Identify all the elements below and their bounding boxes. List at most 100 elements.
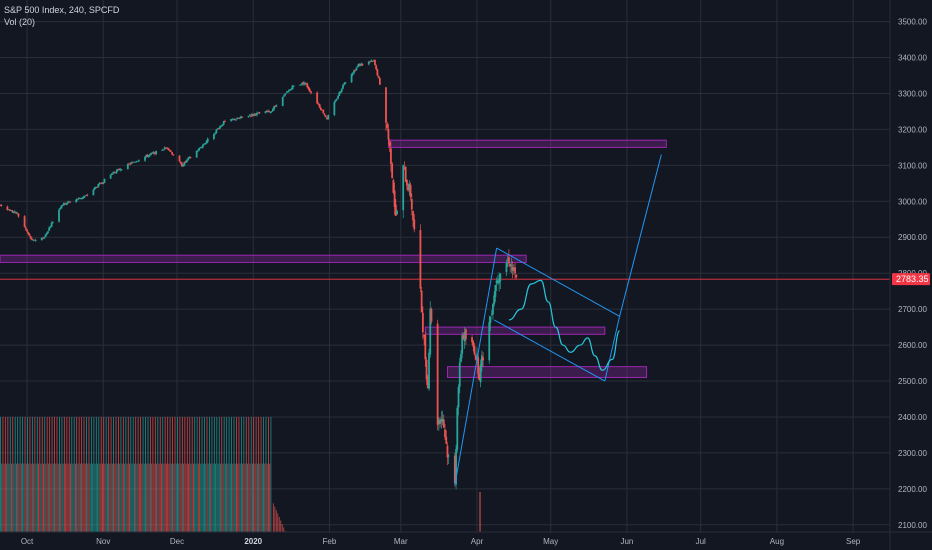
candle-body: [45, 232, 48, 235]
candle-body: [126, 163, 129, 170]
candle-body: [231, 119, 234, 121]
candle-body: [6, 206, 9, 210]
candle-body: [403, 167, 406, 169]
candle-body: [182, 165, 185, 167]
candle-body: [155, 150, 158, 155]
candle-body: [214, 132, 217, 134]
candle-body: [472, 341, 475, 347]
symbol-title[interactable]: S&P 500 Index, 240, SPCFD: [4, 5, 120, 15]
volume-bar: [177, 416, 178, 532]
time-axis[interactable]: Oct Nov Dec 2020 Feb Mar Apr May Jun Jul Aug Sep: [0, 531, 932, 546]
volume-bar: [86, 416, 87, 532]
candle-body: [24, 227, 27, 230]
candle-body: [272, 108, 274, 111]
projected-path[interactable]: [508, 279, 621, 371]
volume-bar: [73, 416, 75, 532]
price-tick-label: 3200.00: [898, 125, 927, 134]
candle-body: [200, 146, 203, 148]
volume-bar: [250, 416, 252, 532]
volume-bar: [227, 463, 229, 532]
volume-bar: [104, 463, 106, 532]
candle-body: [358, 63, 360, 66]
candle-body: [299, 84, 301, 86]
zones[interactable]: [0, 139, 667, 378]
candle-body: [33, 239, 36, 241]
volume-bar: [62, 463, 64, 532]
volume-bar: [118, 416, 119, 532]
volume-bar: [253, 416, 255, 532]
candle-body: [269, 111, 272, 113]
candle-body: [16, 213, 19, 215]
candle-body: [310, 91, 312, 93]
candle-body: [119, 169, 122, 171]
volume-bar: [49, 416, 51, 532]
candle-body: [478, 373, 481, 381]
candle-body: [136, 160, 139, 162]
volume-bar: [223, 416, 225, 532]
volume-bar: [154, 416, 156, 532]
candle-body: [290, 88, 293, 90]
candle-body: [419, 229, 422, 289]
candle-body: [236, 117, 239, 119]
candle-body: [146, 154, 149, 157]
candle-body: [131, 161, 134, 163]
candle-body: [390, 148, 392, 164]
candle-body: [149, 154, 151, 156]
candle-body: [402, 165, 405, 211]
candle-body: [7, 209, 10, 211]
volume-bar: [138, 463, 140, 532]
candle-body: [10, 210, 12, 211]
volume-bar: [196, 416, 198, 532]
volume-bar: [252, 463, 253, 532]
price-axis[interactable]: 3500.00 3400.00 3300.00 3200.00 3100.00 3000.…: [889, 0, 932, 550]
volume-bar: [213, 416, 215, 532]
candle-body: [185, 160, 188, 163]
candle-body: [128, 163, 130, 165]
volume-bar: [167, 416, 169, 532]
candle-body: [181, 162, 183, 167]
volume-bar: [280, 520, 282, 532]
volume-bar: [248, 416, 250, 532]
candle-body: [456, 407, 459, 450]
time-tick-label: Mar: [394, 537, 408, 546]
trend-line: [604, 316, 621, 382]
candle-body: [498, 278, 500, 284]
price-tick-label: 3000.00: [898, 197, 927, 206]
time-tick-label: 2020: [244, 537, 262, 546]
volume-bar: [231, 416, 233, 532]
candle-body: [496, 280, 499, 284]
candle-body: [188, 157, 191, 159]
volume-bar: [204, 416, 205, 532]
volume-bar: [54, 416, 55, 532]
volume-bar: [122, 416, 124, 532]
volume-bar: [121, 463, 123, 532]
volume-bar: [125, 416, 127, 532]
volume-bar: [120, 416, 122, 532]
candle-body: [509, 263, 512, 267]
candle-body: [178, 155, 181, 162]
candle-body: [388, 141, 391, 147]
volume-bar: [45, 463, 47, 532]
candle-body: [342, 84, 344, 89]
candle-body: [437, 419, 440, 425]
candle-body: [285, 92, 288, 94]
volume-bar: [68, 416, 70, 532]
candle-body: [353, 70, 355, 74]
trend-lines[interactable]: [454, 154, 662, 486]
price-tick-label: 3400.00: [898, 54, 927, 63]
volume-bar: [256, 463, 258, 532]
volume-bar: [56, 416, 58, 532]
volume-bar: [19, 416, 21, 532]
candle-body: [436, 323, 439, 425]
volume-bar: [87, 463, 89, 532]
candle-body: [237, 117, 240, 119]
volume-bar: [179, 416, 181, 532]
volume-bar: [78, 416, 80, 532]
candle-body: [410, 199, 413, 210]
volume-title[interactable]: Vol (20): [4, 17, 36, 27]
volume-bar: [84, 463, 86, 532]
candle-body: [392, 180, 395, 193]
volume-bar: [94, 463, 96, 532]
candle-body: [48, 227, 51, 231]
